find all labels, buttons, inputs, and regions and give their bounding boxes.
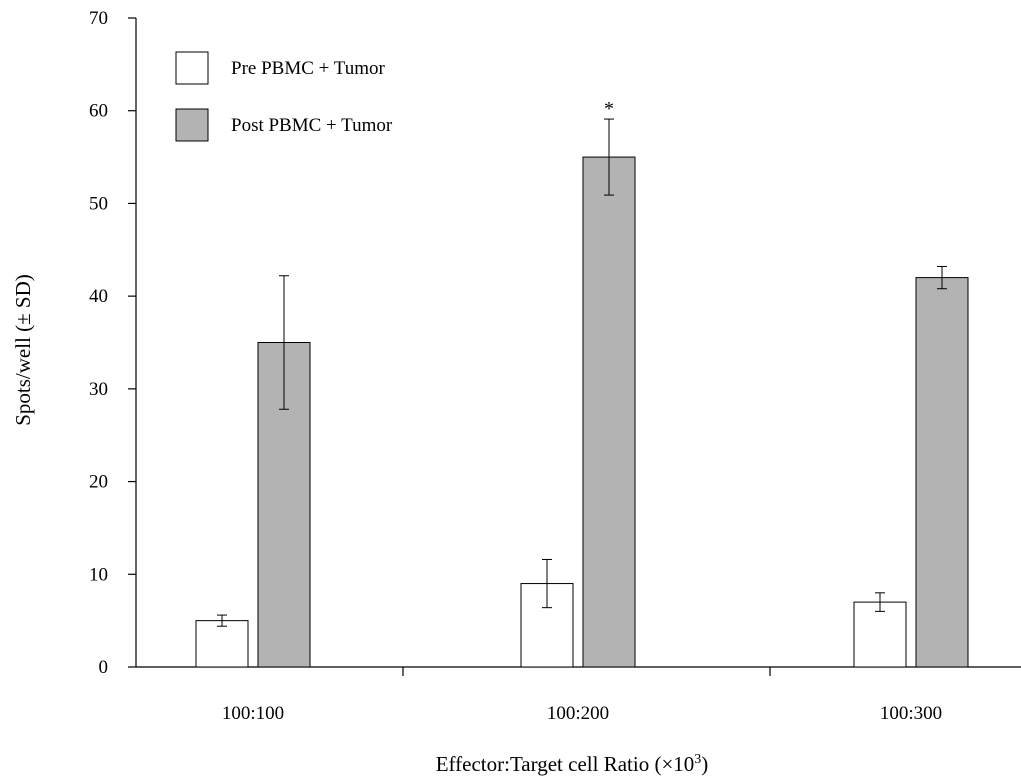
post-bar bbox=[582, 156, 636, 668]
annotations: * bbox=[604, 98, 614, 120]
pre-bar bbox=[195, 620, 249, 668]
y-tick-label: 40 bbox=[89, 286, 108, 307]
post-bar bbox=[915, 277, 969, 668]
x-axis-title-sup: 3 bbox=[694, 752, 701, 767]
x-axis-title-end: ) bbox=[701, 752, 708, 776]
significance-marker: * bbox=[604, 98, 614, 120]
y-tick-label: 0 bbox=[99, 657, 109, 678]
y-tick-label: 30 bbox=[89, 379, 108, 400]
legend-label-post: Post PBMC + Tumor bbox=[231, 115, 393, 136]
bars bbox=[195, 156, 969, 668]
error-bars bbox=[217, 118, 947, 627]
y-ticks: 0 10 20 30 40 50 60 70 bbox=[89, 8, 136, 678]
y-tick-label: 60 bbox=[89, 101, 108, 122]
x-tick-label: 100:100 bbox=[222, 703, 284, 724]
y-tick-label: 10 bbox=[89, 564, 108, 585]
x-tick-label: 100:200 bbox=[547, 703, 609, 724]
legend: Pre PBMC + Tumor Post PBMC + Tumor bbox=[175, 51, 393, 142]
legend-swatch-post bbox=[175, 108, 209, 142]
y-tick-label: 20 bbox=[89, 472, 108, 493]
y-tick-label: 70 bbox=[89, 8, 108, 29]
legend-swatch-pre bbox=[175, 51, 209, 85]
x-axis-title-main: Effector:Target cell Ratio (×10 bbox=[436, 752, 695, 776]
y-axis-title: Spots/well (± SD) bbox=[11, 274, 35, 426]
x-ticks: 100:100 100:200 100:300 bbox=[222, 667, 942, 724]
x-axis-title: Effector:Target cell Ratio (×103) bbox=[436, 752, 709, 776]
legend-label-pre: Pre PBMC + Tumor bbox=[231, 58, 385, 79]
y-tick-label: 50 bbox=[89, 193, 108, 214]
x-tick-label: 100:300 bbox=[880, 703, 942, 724]
